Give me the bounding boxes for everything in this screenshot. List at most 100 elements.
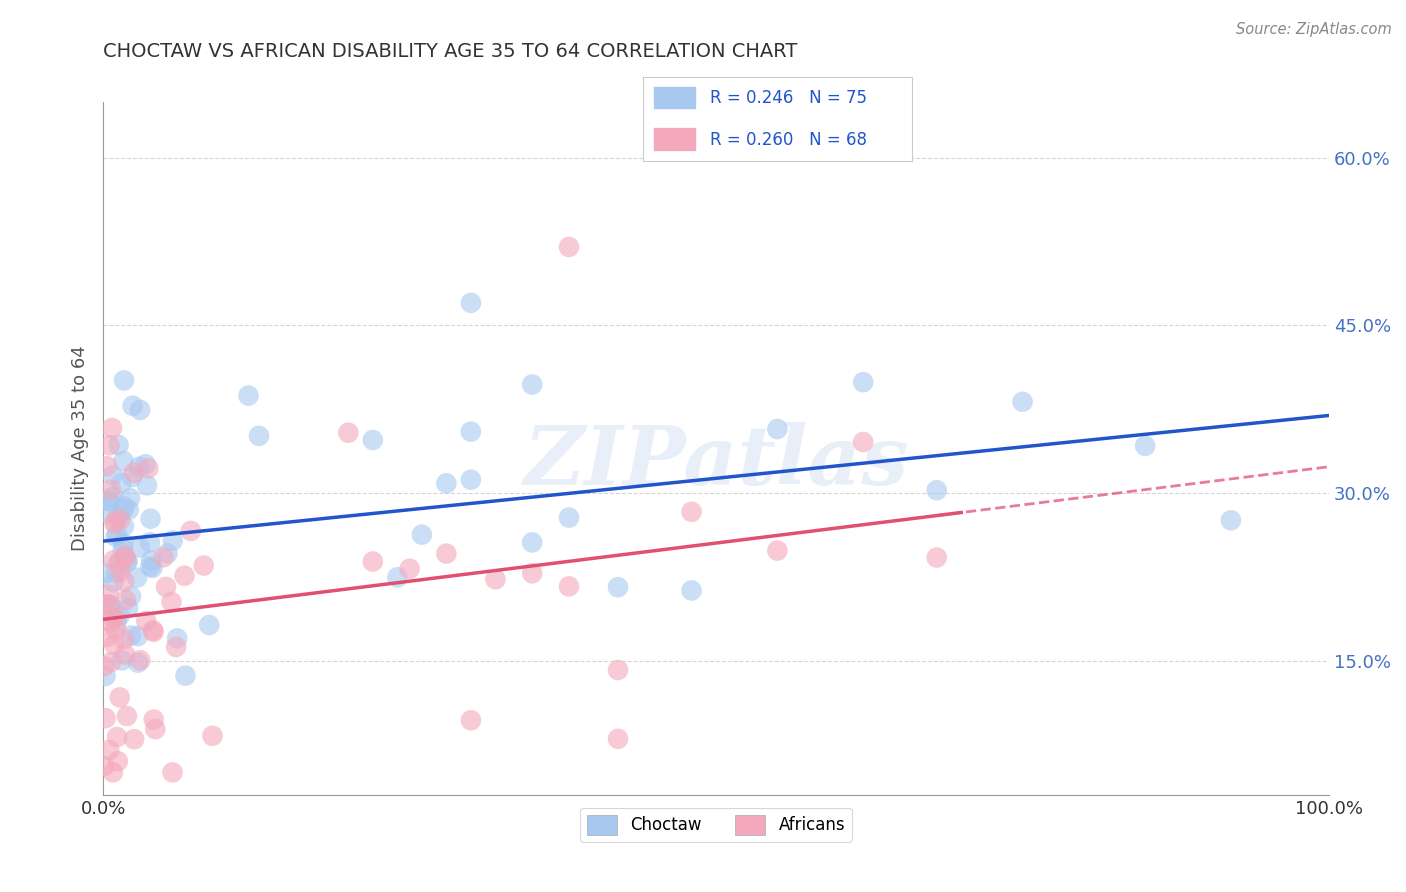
Point [100, 615, 122, 630]
Point [484, 572, 506, 586]
Point [1133, 439, 1156, 453]
Point [112, 454, 135, 468]
Point [152, 550, 174, 565]
Point [111, 653, 134, 667]
Point [1011, 394, 1033, 409]
Point [411, 527, 433, 541]
Point [522, 535, 544, 549]
Text: CHOCTAW VS AFRICAN DISABILITY AGE 35 TO 64 CORRELATION CHART: CHOCTAW VS AFRICAN DISABILITY AGE 35 TO … [103, 42, 797, 61]
Point [141, 553, 163, 567]
Point [108, 512, 131, 526]
Point [607, 663, 630, 677]
Point [103, 575, 125, 590]
Point [103, 638, 125, 652]
Point [766, 543, 789, 558]
Point [607, 731, 630, 746]
Point [129, 403, 152, 417]
Point [142, 624, 165, 638]
Point [607, 580, 630, 594]
Point [111, 541, 134, 556]
Point [166, 632, 188, 646]
Point [361, 433, 384, 447]
Point [127, 571, 149, 585]
Point [162, 533, 184, 548]
Point [142, 624, 165, 639]
Point [97, 506, 120, 520]
Point [522, 566, 544, 581]
Point [925, 483, 948, 498]
Point [98, 494, 121, 508]
Point [201, 729, 224, 743]
Point [96, 459, 118, 474]
Point [112, 537, 135, 551]
Point [136, 478, 159, 492]
Point [108, 690, 131, 705]
Point [852, 375, 875, 389]
Point [120, 628, 142, 642]
Point [681, 505, 703, 519]
Point [128, 459, 150, 474]
Point [117, 555, 139, 569]
Point [114, 648, 136, 662]
Point [100, 483, 122, 497]
Point [1219, 513, 1241, 527]
Point [112, 519, 135, 533]
Point [142, 713, 165, 727]
Point [925, 550, 948, 565]
Point [139, 512, 162, 526]
Point [101, 610, 124, 624]
Point [96, 630, 118, 644]
Point [127, 629, 149, 643]
Point [136, 461, 159, 475]
Point [114, 549, 136, 563]
Point [173, 568, 195, 582]
Point [101, 421, 124, 435]
Point [104, 516, 127, 531]
Point [174, 668, 197, 682]
Point [101, 490, 124, 504]
Point [105, 730, 128, 744]
Point [460, 473, 482, 487]
Point [118, 502, 141, 516]
Point [107, 754, 129, 768]
Point [98, 438, 121, 452]
Point [165, 640, 187, 654]
Point [129, 653, 152, 667]
Point [94, 711, 117, 725]
Point [93, 659, 115, 673]
Point [160, 595, 183, 609]
Point [105, 614, 128, 628]
Legend: Choctaw, Africans: Choctaw, Africans [581, 808, 852, 842]
Point [122, 466, 145, 480]
Point [460, 296, 482, 310]
Point [398, 562, 420, 576]
Point [114, 593, 136, 607]
Point [97, 493, 120, 508]
Point [104, 515, 127, 529]
Point [128, 541, 150, 555]
Point [162, 765, 184, 780]
Point [107, 510, 129, 524]
Point [112, 632, 135, 647]
Point [434, 547, 457, 561]
Point [96, 566, 118, 581]
Point [155, 580, 177, 594]
Point [122, 732, 145, 747]
Point [94, 669, 117, 683]
Point [104, 530, 127, 544]
Point [120, 491, 142, 505]
Point [558, 240, 581, 254]
Point [104, 566, 127, 580]
Y-axis label: Disability Age 35 to 64: Disability Age 35 to 64 [72, 345, 89, 551]
Point [434, 476, 457, 491]
Point [107, 438, 129, 452]
Point [101, 765, 124, 780]
Point [361, 554, 384, 568]
Point [180, 524, 202, 538]
Point [96, 597, 118, 611]
Point [115, 709, 138, 723]
Point [112, 502, 135, 516]
Point [121, 470, 143, 484]
Point [108, 608, 131, 623]
Point [103, 553, 125, 567]
